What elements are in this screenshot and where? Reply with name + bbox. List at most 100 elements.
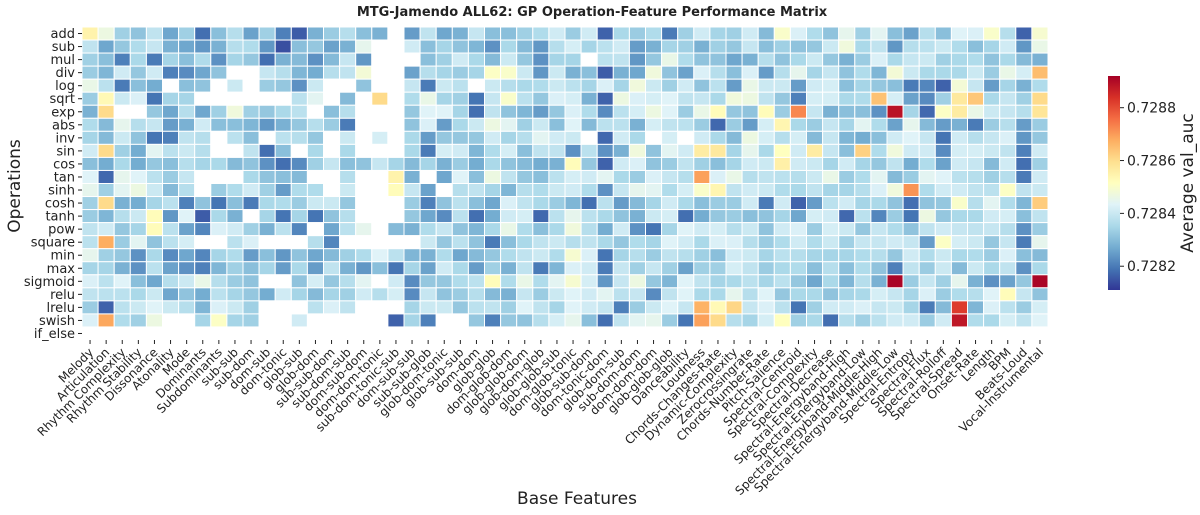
- heatmap-cell: [934, 248, 952, 263]
- heatmap-cell: [242, 65, 260, 80]
- heatmap-cell: [290, 274, 308, 289]
- heatmap-cell: [822, 169, 840, 185]
- heatmap-cell: [580, 52, 598, 67]
- heatmap-cell: [902, 313, 920, 328]
- heatmap-cell: [741, 209, 759, 224]
- heatmap-cell: [145, 222, 163, 237]
- heatmap-cell: [500, 169, 518, 185]
- heatmap-cell: [838, 183, 856, 198]
- heatmap-cell: [403, 222, 421, 237]
- heatmap-cell: [645, 222, 663, 237]
- heatmap-cell: [1031, 156, 1049, 171]
- heatmap-cell: [757, 209, 775, 224]
- heatmap-cell: [242, 209, 260, 224]
- heatmap-cell: [902, 78, 920, 93]
- heatmap-cell: [983, 300, 1001, 315]
- heatmap-cell: [484, 300, 502, 315]
- heatmap-cell: [242, 274, 260, 289]
- heatmap-cell: [902, 26, 920, 41]
- heatmap-cell: [950, 117, 969, 132]
- heatmap-cell: [113, 313, 131, 328]
- heatmap-cell: [838, 287, 856, 302]
- heatmap-cell: [822, 209, 840, 224]
- row-tick-label: sinh: [48, 184, 75, 199]
- heatmap-cell: [999, 130, 1017, 145]
- heatmap-cell: [210, 313, 228, 328]
- heatmap-cell: [97, 261, 115, 276]
- colorbar-tick-label: 0.7288: [1127, 101, 1176, 117]
- heatmap-cell: [532, 183, 550, 198]
- row-tick-label: relu: [50, 288, 75, 303]
- heatmap-cell: [612, 117, 630, 132]
- heatmap-cell: [870, 52, 888, 67]
- heatmap-cell: [145, 313, 163, 328]
- heatmap-cell: [934, 130, 952, 145]
- heatmap-cell: [773, 65, 791, 80]
- heatmap-cell: [999, 169, 1017, 185]
- heatmap-cell: [709, 91, 727, 106]
- heatmap-cell: [612, 169, 630, 185]
- heatmap-cell: [983, 209, 1001, 224]
- heatmap-cell: [967, 65, 985, 80]
- heatmap-cell: [339, 248, 357, 263]
- heatmap-cell: [612, 183, 630, 198]
- heatmap-cell: [934, 235, 952, 250]
- heatmap-cell: [129, 313, 147, 328]
- heatmap-cell: [661, 91, 679, 106]
- heatmap-cell: [1015, 196, 1033, 211]
- colorbar-tick-label: 0.7282: [1127, 259, 1176, 275]
- heatmap-cell: [290, 248, 308, 263]
- heatmap-cell: [467, 287, 485, 302]
- heatmap-cell: [81, 248, 99, 263]
- heatmap-cell: [500, 143, 518, 158]
- heatmap-cell: [323, 91, 341, 106]
- heatmap-cell: [950, 209, 969, 224]
- heatmap-cell: [387, 91, 405, 106]
- heatmap-cell: [870, 300, 888, 315]
- heatmap-cell: [532, 235, 550, 250]
- heatmap-cell: [806, 235, 824, 250]
- heatmap-cell: [162, 169, 180, 185]
- heatmap-cell: [773, 313, 791, 328]
- row-tick-label: sin: [56, 144, 75, 159]
- heatmap-cell: [677, 52, 695, 67]
- heatmap-cell: [194, 91, 212, 106]
- heatmap-cell: [934, 300, 952, 315]
- heatmap-cell: [339, 183, 357, 198]
- heatmap-cell: [741, 169, 759, 185]
- heatmap-cell: [210, 78, 228, 93]
- heatmap-cell: [967, 287, 985, 302]
- heatmap-cell: [371, 26, 389, 41]
- heatmap-cell: [500, 209, 518, 224]
- heatmap-cell: [870, 326, 888, 341]
- heatmap-cell: [854, 313, 872, 328]
- heatmap-cell: [484, 274, 502, 289]
- heatmap-cell: [757, 300, 775, 315]
- heatmap-cell: [983, 26, 1001, 41]
- heatmap-cell: [242, 156, 260, 171]
- heatmap-cell: [725, 143, 743, 158]
- heatmap-cell: [854, 143, 872, 158]
- heatmap-cell: [274, 130, 292, 145]
- heatmap-cell: [1031, 52, 1049, 67]
- heatmap-cell: [693, 248, 711, 263]
- heatmap-cell: [355, 78, 373, 93]
- heatmap-cell: [467, 183, 485, 198]
- heatmap-cell: [757, 183, 775, 198]
- heatmap-cell: [789, 117, 808, 132]
- heatmap-cell: [741, 39, 759, 54]
- heatmap-cell: [661, 196, 679, 211]
- heatmap-cell: [371, 326, 389, 341]
- heatmap-cell: [419, 143, 437, 158]
- heatmap-cell: [628, 196, 647, 211]
- heatmap-cell: [226, 130, 244, 145]
- heatmap-cell: [419, 65, 437, 80]
- heatmap-cell: [403, 300, 421, 315]
- heatmap-cell: [789, 300, 808, 315]
- heatmap-cell: [516, 274, 534, 289]
- heatmap-cell: [178, 196, 196, 211]
- heatmap-cell: [129, 287, 147, 302]
- heatmap-cell: [789, 169, 808, 185]
- heatmap-cell: [983, 274, 1001, 289]
- heatmap-cell: [725, 65, 743, 80]
